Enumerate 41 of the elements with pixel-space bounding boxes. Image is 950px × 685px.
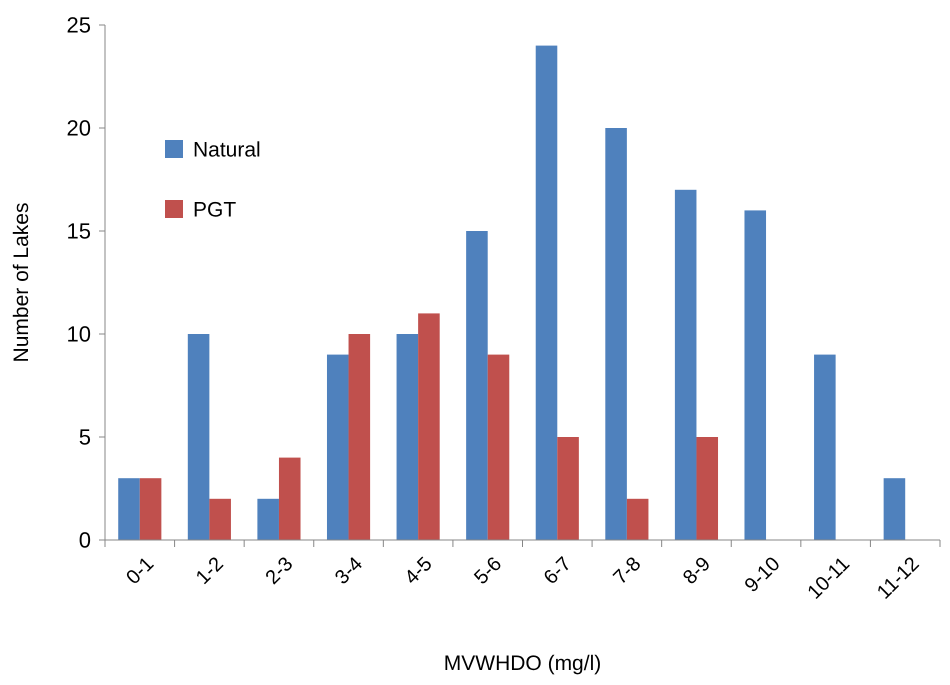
bar: [209, 498, 231, 540]
bar: [744, 210, 766, 540]
bar: [118, 478, 140, 540]
y-axis-title: Number of Lakes: [10, 202, 33, 362]
bar: [348, 334, 370, 540]
bar: [488, 354, 510, 540]
x-tick-label: 5-6: [470, 552, 506, 589]
bar: [626, 498, 648, 540]
legend-label: Natural: [193, 138, 261, 162]
x-tick-label: 6-7: [540, 552, 576, 589]
x-tick-label: 7-8: [609, 552, 646, 589]
y-tick-label: 0: [78, 528, 91, 553]
bar: [278, 458, 301, 540]
bar: [814, 354, 836, 540]
x-tick-label: 2-3: [261, 552, 298, 589]
bar: [696, 437, 718, 540]
x-tick-label: 8-9: [678, 552, 715, 589]
y-tick-label: 20: [66, 116, 91, 141]
bar: [557, 437, 579, 540]
y-tick-label: 10: [66, 322, 91, 347]
bar: [396, 334, 418, 540]
x-tick-label: 1-2: [192, 552, 228, 589]
x-tick-label: 4-5: [400, 552, 437, 589]
y-tick-label: 5: [78, 424, 91, 450]
y-tick-label: 25: [66, 12, 91, 38]
x-axis-title: MVWHDO (mg/l): [444, 652, 602, 675]
bar: [605, 128, 627, 540]
bar: [674, 190, 696, 540]
bar: [418, 313, 440, 540]
x-tick-label: 3-4: [331, 552, 368, 589]
bar: [466, 231, 488, 540]
legend-label: PGT: [193, 198, 236, 222]
bar: [188, 334, 210, 540]
bar: [326, 354, 349, 540]
x-tick-label: 9-10: [740, 552, 785, 597]
y-tick-label: 15: [66, 218, 91, 244]
bar: [536, 46, 558, 540]
bar: [884, 478, 906, 540]
bar: [257, 498, 279, 540]
x-tick-label: 0-1: [122, 552, 158, 589]
bar: [140, 478, 162, 540]
